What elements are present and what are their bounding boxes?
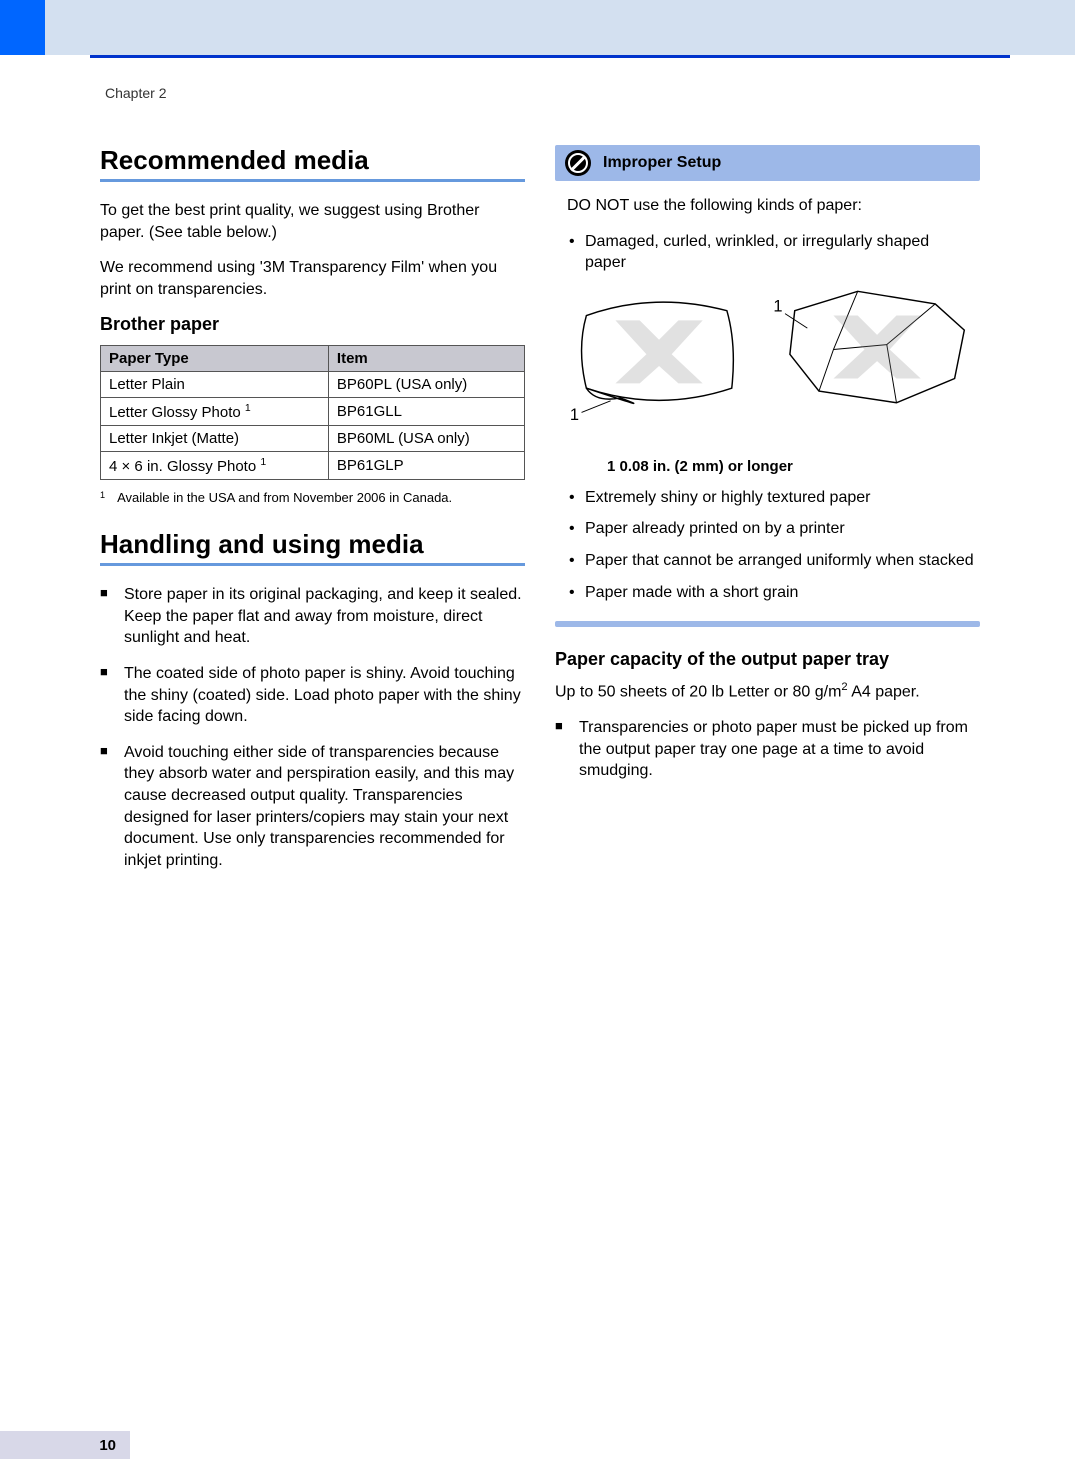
- header-rule: [90, 55, 1010, 58]
- capacity-text: Up to 50 sheets of 20 lb Letter or 80 g/…: [555, 680, 980, 703]
- list-item: Damaged, curled, wrinkled, or irregularl…: [567, 231, 974, 274]
- list-item: The coated side of photo paper is shiny.…: [100, 663, 525, 728]
- intro-paragraph-2: We recommend using '3M Transparency Film…: [100, 257, 525, 300]
- section-end-bar: [555, 621, 980, 627]
- improper-setup-banner: Improper Setup: [555, 145, 980, 181]
- improper-list-1: Damaged, curled, wrinkled, or irregularl…: [567, 231, 974, 274]
- capacity-list: Transparencies or photo paper must be pi…: [555, 717, 980, 782]
- table-cell: BP60PL (USA only): [328, 372, 524, 398]
- table-header-papertype: Paper Type: [101, 346, 329, 372]
- table-row: Letter Plain BP60PL (USA only): [101, 372, 525, 398]
- footnote: 1 Available in the USA and from November…: [100, 490, 525, 507]
- improper-block: DO NOT use the following kinds of paper:…: [555, 195, 980, 603]
- heading-brother-paper: Brother paper: [100, 314, 525, 335]
- table-row: Letter Inkjet (Matte) BP60ML (USA only): [101, 426, 525, 452]
- svg-text:1: 1: [773, 297, 782, 315]
- chapter-label: Chapter 2: [105, 85, 166, 101]
- table-cell: 4 × 6 in. Glossy Photo 1: [101, 452, 329, 480]
- list-item: Paper already printed on by a printer: [567, 518, 974, 540]
- list-item: Avoid touching either side of transparen…: [100, 742, 525, 872]
- content-area: Recommended media To get the best print …: [100, 145, 980, 885]
- heading-underline: [100, 179, 525, 182]
- table-cell: BP60ML (USA only): [328, 426, 524, 452]
- header-band: [0, 0, 1075, 55]
- table-cell: Letter Plain: [101, 372, 329, 398]
- right-column: Improper Setup DO NOT use the following …: [555, 145, 980, 885]
- cell-sup: 1: [260, 456, 266, 468]
- improper-list-2: Extremely shiny or highly textured paper…: [567, 487, 974, 603]
- heading-paper-capacity: Paper capacity of the output paper tray: [555, 649, 980, 670]
- blue-tab: [0, 0, 45, 55]
- table-cell: BP61GLP: [328, 452, 524, 480]
- improper-setup-title: Improper Setup: [603, 154, 721, 172]
- capacity-text-a: Up to 50 sheets of 20 lb Letter or 80 g/…: [555, 683, 841, 700]
- diagram-legend: 1 0.08 in. (2 mm) or longer: [567, 458, 974, 475]
- list-item: Extremely shiny or highly textured paper: [567, 487, 974, 509]
- left-column: Recommended media To get the best print …: [100, 145, 525, 885]
- table-row: Letter Glossy Photo 1 BP61GLL: [101, 398, 525, 426]
- table-cell: Letter Inkjet (Matte): [101, 426, 329, 452]
- list-item: Paper that cannot be arranged uniformly …: [567, 550, 974, 572]
- heading-handling-media: Handling and using media: [100, 529, 525, 560]
- page-number: 10: [0, 1431, 130, 1459]
- footnote-number: 1: [100, 490, 105, 507]
- diagram-svg: 1 1: [567, 284, 974, 444]
- cell-sup: 1: [245, 402, 251, 414]
- table-header-item: Item: [328, 346, 524, 372]
- table-row: 4 × 6 in. Glossy Photo 1 BP61GLP: [101, 452, 525, 480]
- intro-paragraph-1: To get the best print quality, we sugges…: [100, 200, 525, 243]
- heading-recommended-media: Recommended media: [100, 145, 525, 176]
- table-cell: BP61GLL: [328, 398, 524, 426]
- capacity-text-c: A4 paper.: [848, 683, 920, 700]
- svg-text:1: 1: [570, 406, 579, 424]
- cell-text: 4 × 6 in. Glossy Photo: [109, 458, 260, 475]
- page-number-text: 10: [99, 1437, 116, 1454]
- list-item: Store paper in its original packaging, a…: [100, 584, 525, 649]
- paper-table: Paper Type Item Letter Plain BP60PL (USA…: [100, 345, 525, 480]
- cell-text: Letter Glossy Photo: [109, 404, 245, 421]
- handling-list: Store paper in its original packaging, a…: [100, 584, 525, 871]
- footnote-text: Available in the USA and from November 2…: [117, 490, 452, 507]
- donot-text: DO NOT use the following kinds of paper:: [567, 195, 974, 217]
- list-item: Transparencies or photo paper must be pi…: [555, 717, 980, 782]
- paper-diagram: 1 1: [567, 284, 974, 444]
- table-header-row: Paper Type Item: [101, 346, 525, 372]
- list-item: Paper made with a short grain: [567, 582, 974, 604]
- prohibit-icon: [565, 150, 591, 176]
- heading-underline: [100, 563, 525, 566]
- table-cell: Letter Glossy Photo 1: [101, 398, 329, 426]
